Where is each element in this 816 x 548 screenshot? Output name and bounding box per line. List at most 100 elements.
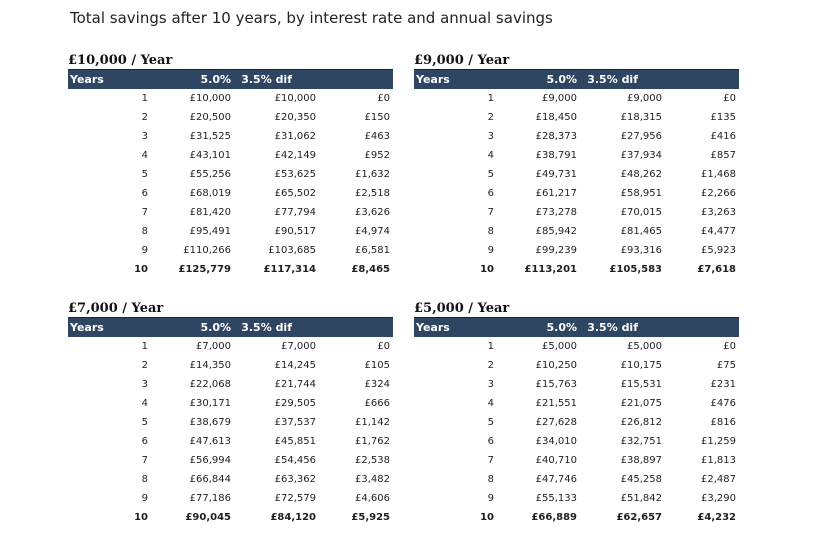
- year-cell: 4: [487, 398, 494, 409]
- rate-3-5-cell: £65,502: [274, 188, 316, 199]
- table-row: 6 £34,010 £32,751 £1,259: [414, 432, 739, 451]
- table-header: Years 5.0% 3.5% dif: [68, 318, 393, 337]
- rate-3-5-cell: £62,657: [616, 512, 662, 523]
- year-cell: 8: [487, 226, 494, 237]
- diff-cell: £1,632: [355, 169, 390, 180]
- year-cell: 5: [141, 169, 148, 180]
- rate-3-5-cell: £103,685: [268, 245, 316, 256]
- year-cell: 5: [487, 417, 494, 428]
- header-rate-3-5: 3.5% dif: [587, 321, 638, 334]
- table-row: 4 £38,791 £37,934 £857: [414, 146, 739, 165]
- year-cell: 2: [141, 112, 148, 123]
- rate-3-5-cell: £45,851: [274, 436, 316, 447]
- table-row: 7 £81,420 £77,794 £3,626: [68, 203, 393, 222]
- header-rate-5: 5.0%: [200, 73, 231, 86]
- diff-cell: £5,923: [701, 245, 736, 256]
- rate-5-cell: £5,000: [542, 341, 577, 352]
- diff-cell: £3,626: [355, 207, 390, 218]
- diff-cell: £324: [364, 379, 390, 390]
- savings-table-5000: £5,000 / Year Years 5.0% 3.5% dif 1 £5,00…: [414, 300, 739, 527]
- table-row: 8 £95,491 £90,517 £4,974: [68, 222, 393, 241]
- rate-5-cell: £125,779: [178, 264, 231, 275]
- rate-3-5-cell: £51,842: [620, 493, 662, 504]
- page-title: Total savings after 10 years, by interes…: [70, 9, 553, 27]
- year-cell: 7: [487, 455, 494, 466]
- rate-5-cell: £110,266: [183, 245, 231, 256]
- rate-5-cell: £47,613: [189, 436, 231, 447]
- rate-5-cell: £14,350: [189, 360, 231, 371]
- savings-table-10000: £10,000 / Year Years 5.0% 3.5% dif 1 £10,…: [68, 52, 393, 279]
- diff-cell: £6,581: [355, 245, 390, 256]
- table-row: 10 £113,201 £105,583 £7,618: [414, 260, 739, 279]
- rate-5-cell: £27,628: [535, 417, 577, 428]
- year-cell: 4: [141, 398, 148, 409]
- diff-cell: £5,925: [351, 512, 390, 523]
- year-cell: 2: [141, 360, 148, 371]
- year-cell: 9: [141, 245, 148, 256]
- diff-cell: £463: [364, 131, 390, 142]
- diff-cell: £2,487: [701, 474, 736, 485]
- savings-table-9000: £9,000 / Year Years 5.0% 3.5% dif 1 £9,00…: [414, 52, 739, 279]
- table-row: 5 £27,628 £26,812 £816: [414, 413, 739, 432]
- table-row: 1 £5,000 £5,000 £0: [414, 337, 739, 356]
- table-row: 5 £49,731 £48,262 £1,468: [414, 165, 739, 184]
- rate-3-5-cell: £77,794: [274, 207, 316, 218]
- rate-3-5-cell: £105,583: [609, 264, 662, 275]
- diff-cell: £231: [710, 379, 736, 390]
- table-row: 10 £66,889 £62,657 £4,232: [414, 508, 739, 527]
- year-cell: 6: [487, 188, 494, 199]
- diff-cell: £75: [716, 360, 736, 371]
- rate-3-5-cell: £117,314: [263, 264, 316, 275]
- year-cell: 6: [141, 188, 148, 199]
- rate-3-5-cell: £84,120: [270, 512, 316, 523]
- rate-5-cell: £68,019: [189, 188, 231, 199]
- rate-3-5-cell: £38,897: [620, 455, 662, 466]
- rate-5-cell: £7,000: [196, 341, 231, 352]
- table-row: 1 £10,000 £10,000 £0: [68, 89, 393, 108]
- year-cell: 10: [134, 512, 148, 523]
- table-row: 2 £10,250 £10,175 £75: [414, 356, 739, 375]
- year-cell: 10: [134, 264, 148, 275]
- year-cell: 2: [487, 360, 494, 371]
- diff-cell: £2,518: [355, 188, 390, 199]
- table-body: 1 £5,000 £5,000 £0 2 £10,250 £10,175 £75 3 £15,76…: [414, 337, 739, 527]
- rate-5-cell: £73,278: [535, 207, 577, 218]
- rate-5-cell: £85,942: [535, 226, 577, 237]
- year-cell: 10: [480, 512, 494, 523]
- year-cell: 1: [141, 341, 148, 352]
- header-blank: [664, 318, 738, 337]
- table-row: 9 £77,186 £72,579 £4,606: [68, 489, 393, 508]
- year-cell: 8: [487, 474, 494, 485]
- diff-cell: £4,606: [355, 493, 390, 504]
- diff-cell: £0: [377, 93, 390, 104]
- rate-5-cell: £20,500: [189, 112, 231, 123]
- rate-5-cell: £99,239: [535, 245, 577, 256]
- rate-5-cell: £90,045: [185, 512, 231, 523]
- table-row: 1 £7,000 £7,000 £0: [68, 337, 393, 356]
- year-cell: 9: [487, 245, 494, 256]
- rate-5-cell: £10,000: [189, 93, 231, 104]
- rate-3-5-cell: £48,262: [620, 169, 662, 180]
- rate-3-5-cell: £90,517: [274, 226, 316, 237]
- rate-3-5-cell: £7,000: [281, 341, 316, 352]
- year-cell: 4: [487, 150, 494, 161]
- header-rate-3-5: 3.5% dif: [587, 73, 638, 86]
- header-blank: [318, 318, 392, 337]
- header-blank: [318, 70, 392, 89]
- rate-5-cell: £21,551: [535, 398, 577, 409]
- header-years: Years: [70, 321, 104, 334]
- rate-5-cell: £34,010: [535, 436, 577, 447]
- rate-5-cell: £49,731: [535, 169, 577, 180]
- header-rate-5: 5.0%: [200, 321, 231, 334]
- table-title: £7,000 / Year: [68, 300, 393, 318]
- diff-cell: £0: [723, 341, 736, 352]
- table-row: 8 £47,746 £45,258 £2,487: [414, 470, 739, 489]
- rate-5-cell: £40,710: [535, 455, 577, 466]
- table-row: 9 £99,239 £93,316 £5,923: [414, 241, 739, 260]
- rate-3-5-cell: £37,934: [620, 150, 662, 161]
- diff-cell: £666: [364, 398, 390, 409]
- rate-5-cell: £31,525: [189, 131, 231, 142]
- year-cell: 3: [141, 131, 148, 142]
- table-body: 1 £10,000 £10,000 £0 2 £20,500 £20,350 £150 3 £31…: [68, 89, 393, 279]
- year-cell: 10: [480, 264, 494, 275]
